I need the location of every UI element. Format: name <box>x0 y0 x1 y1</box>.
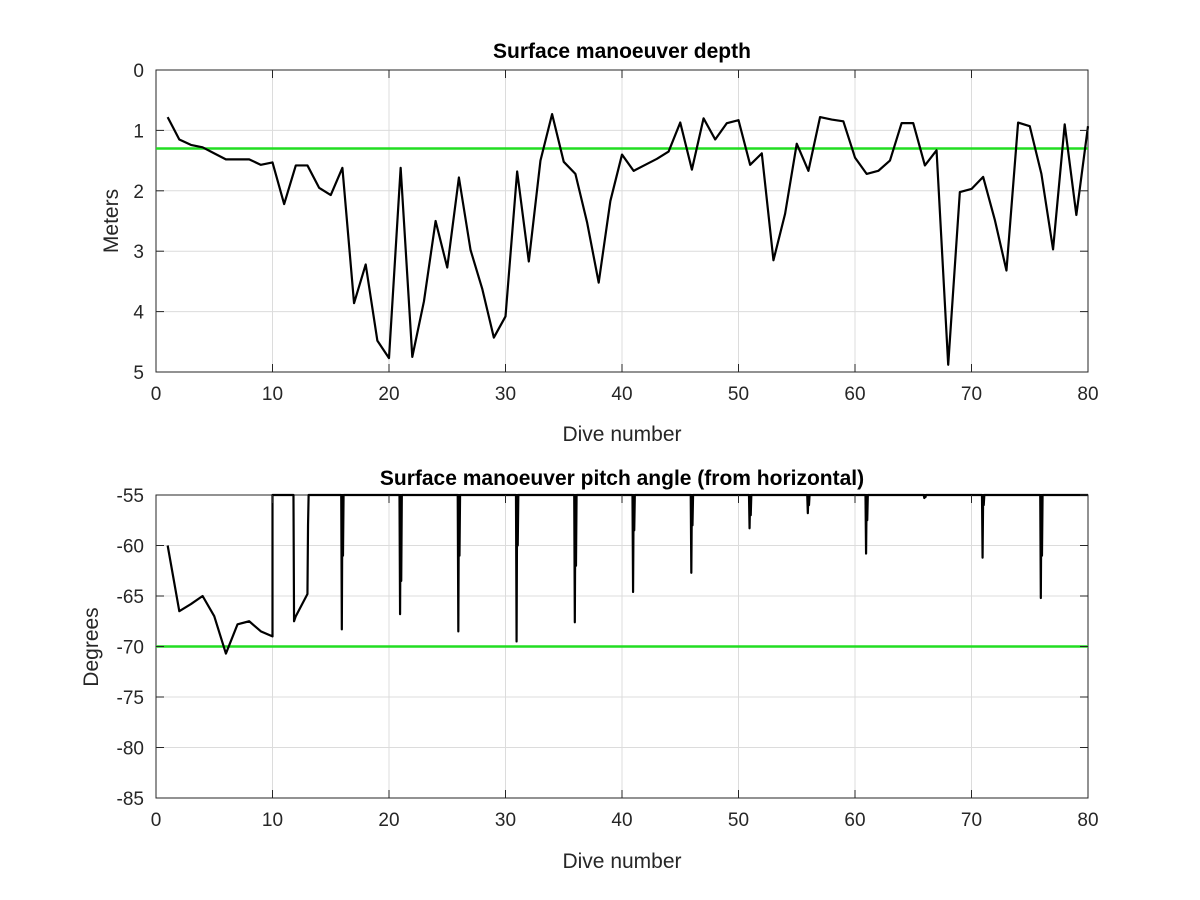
pitch-chart-y-tick-label: -60 <box>117 537 144 558</box>
depth-chart-series-line <box>166 112 1090 366</box>
depth-chart-title: Surface manoeuver depth <box>493 40 751 63</box>
pitch-chart-y-tick-label: -85 <box>117 789 144 810</box>
pitch-chart-x-tick-label: 30 <box>495 810 516 831</box>
pitch-chart-x-tick-label: 40 <box>611 810 632 831</box>
pitch-chart-x-axis-label: Dive number <box>562 850 681 873</box>
pitch-chart-series-line <box>166 493 1088 655</box>
pitch-chart-x-tick-label: 10 <box>262 810 283 831</box>
depth-chart-x-tick-label: 10 <box>262 384 283 405</box>
depth-chart-x-tick-label: 20 <box>378 384 399 405</box>
depth-chart-y-tick-label: 1 <box>133 121 144 142</box>
depth-chart-x-tick-label: 60 <box>844 384 865 405</box>
depth-chart-y-tick-label: 2 <box>133 182 144 203</box>
pitch-chart-x-tick-label: 50 <box>728 810 749 831</box>
pitch-chart: 0 10 20 30 40 50 60 70 80 -55 -60 -65 -70 -75 -80 -85 S… <box>80 467 1099 873</box>
pitch-chart-x-tick-label: 20 <box>378 810 399 831</box>
pitch-chart-y-axis-label: Degrees <box>80 607 103 686</box>
pitch-chart-y-tick-label: -80 <box>117 739 144 760</box>
depth-chart: 0 10 20 30 40 50 60 70 80 0 1 2 3 4 5 Surface manoeuve… <box>100 40 1099 446</box>
pitch-chart-y-tick-label: -55 <box>117 486 144 507</box>
depth-chart-y-tick-label: 5 <box>133 363 144 384</box>
pitch-chart-title: Surface manoeuver pitch angle (from hori… <box>380 467 864 490</box>
depth-chart-x-tick-label: 40 <box>611 384 632 405</box>
depth-chart-x-tick-label: 30 <box>495 384 516 405</box>
pitch-chart-y-tick-label: -65 <box>117 587 144 608</box>
depth-chart-y-tick-label: 4 <box>133 303 144 324</box>
pitch-chart-y-tick-label: -75 <box>117 688 144 709</box>
pitch-chart-x-tick-label: 0 <box>151 810 162 831</box>
depth-chart-x-tick-label: 80 <box>1077 384 1098 405</box>
pitch-chart-x-tick-label: 80 <box>1077 810 1098 831</box>
pitch-chart-ticks: 0 10 20 30 40 50 60 70 80 -55 -60 -65 -70 -75 -80 -85 <box>117 486 1099 831</box>
depth-chart-x-tick-label: 70 <box>961 384 982 405</box>
depth-chart-ticks: 0 10 20 30 40 50 60 70 80 0 1 2 3 4 5 <box>133 61 1098 405</box>
depth-chart-x-tick-label: 50 <box>728 384 749 405</box>
depth-chart-x-axis-label: Dive number <box>562 423 681 446</box>
pitch-chart-x-tick-label: 60 <box>844 810 865 831</box>
depth-chart-y-tick-label: 0 <box>133 61 144 82</box>
depth-chart-x-tick-label: 0 <box>151 384 162 405</box>
pitch-chart-y-tick-label: -70 <box>117 638 144 659</box>
pitch-chart-x-tick-label: 70 <box>961 810 982 831</box>
depth-chart-y-axis-label: Meters <box>100 189 123 253</box>
depth-chart-y-tick-label: 3 <box>133 242 144 263</box>
